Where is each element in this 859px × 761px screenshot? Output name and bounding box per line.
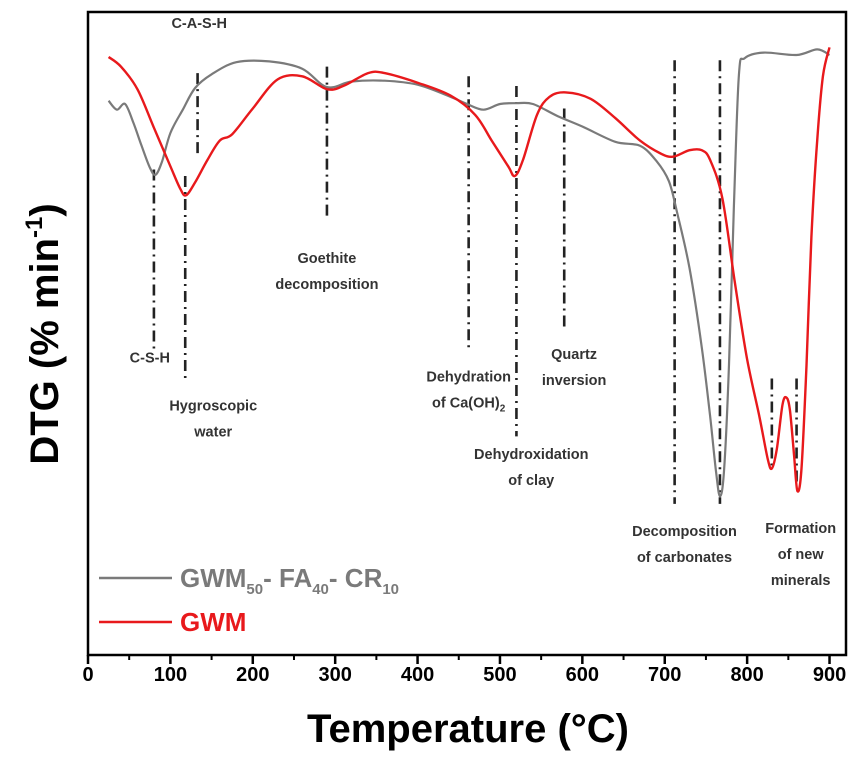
annotation-quartz: Quartz inversion xyxy=(542,347,606,389)
series-line-gwm50 xyxy=(107,48,831,498)
x-tick-label: 800 xyxy=(730,664,763,686)
x-tick-label: 400 xyxy=(401,664,434,686)
x-tick-label: 600 xyxy=(566,664,599,686)
x-tick-label: 0 xyxy=(82,664,93,686)
x-tick-label: 900 xyxy=(813,664,846,686)
x-tick-label: 300 xyxy=(318,664,351,686)
plot-frame xyxy=(86,10,848,657)
annotation-dehydration: Dehydration of Ca(OH)2 xyxy=(426,370,511,415)
x-tick-label: 700 xyxy=(648,664,681,686)
legend-label-gwm: GWM xyxy=(180,607,246,637)
x-tick-label: 100 xyxy=(154,664,187,686)
annotation-cash: C-A-S-H xyxy=(171,16,227,32)
annotation-minerals: Formation of new minerals xyxy=(765,521,836,589)
legend-label-gwm50: GWM50- FA40- CR10 xyxy=(180,563,399,598)
annotation-goethite: Goethite decomposition xyxy=(275,251,378,293)
annotation-hygro: Hygroscopic water xyxy=(169,399,257,441)
y-axis-title: DTG (% min-1) xyxy=(21,203,67,464)
x-tick-label: 500 xyxy=(483,664,516,686)
annotation-dehydrox: Dehydroxidation of clay xyxy=(474,447,588,489)
x-tick-label: 200 xyxy=(236,664,269,686)
series-line-gwm xyxy=(107,47,831,493)
x-axis-title: Temperature (°C) xyxy=(307,707,629,751)
annotation-carbonates: Decomposition of carbonates xyxy=(632,524,737,566)
annotation-csh: C-S-H xyxy=(130,350,170,366)
